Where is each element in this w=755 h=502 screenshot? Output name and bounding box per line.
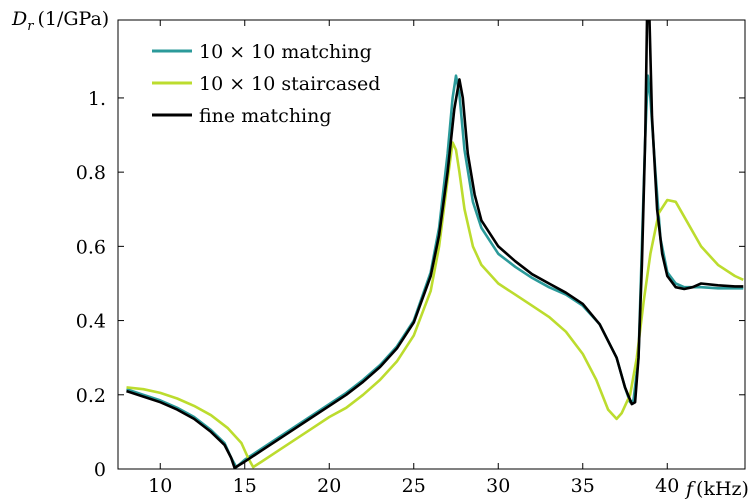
- legend-label-staircased: 10 × 10 staircased: [199, 73, 380, 95]
- x-axis-label-unit: (kHz): [696, 478, 749, 500]
- x-tick-label: 30: [486, 475, 510, 497]
- x-tick-label: 35: [571, 475, 595, 497]
- series-line-fine: [126, 20, 744, 469]
- x-axis-label-var: f: [684, 478, 696, 500]
- legend-label-fine: fine matching: [199, 105, 332, 127]
- y-tick-label: 0: [94, 459, 106, 481]
- y-axis-label-unit: (1/GPa): [37, 8, 109, 30]
- y-tick-label: 0.6: [76, 236, 106, 258]
- y-tick-label: 0.2: [76, 385, 106, 407]
- y-tick-label: 0.8: [76, 162, 106, 184]
- series-line-staircased: [126, 141, 744, 469]
- y-axis-label: Dr (1/GPa): [11, 8, 109, 34]
- x-tick-label: 15: [233, 475, 257, 497]
- x-axis-label: f (kHz): [684, 478, 749, 500]
- ticks: 10 15 20 25 30 35 40 0 0.2 0.4 0.6 0.8 1.: [76, 20, 745, 497]
- x-tick-label: 20: [317, 475, 341, 497]
- x-tick-label: 40: [655, 475, 679, 497]
- x-tick-label: 25: [402, 475, 426, 497]
- y-tick-label: 1.: [88, 88, 106, 110]
- x-tick-label: 10: [148, 475, 172, 497]
- plot-frame: [117, 19, 746, 470]
- y-axis-label-sub: r: [27, 19, 34, 34]
- y-tick-label: 0.4: [76, 311, 106, 333]
- series-lines: [126, 20, 744, 469]
- legend: 10 × 10 matching 10 × 10 staircased fine…: [152, 41, 380, 127]
- legend-label-matching: 10 × 10 matching: [199, 41, 372, 63]
- y-axis-label-var: D: [11, 8, 27, 30]
